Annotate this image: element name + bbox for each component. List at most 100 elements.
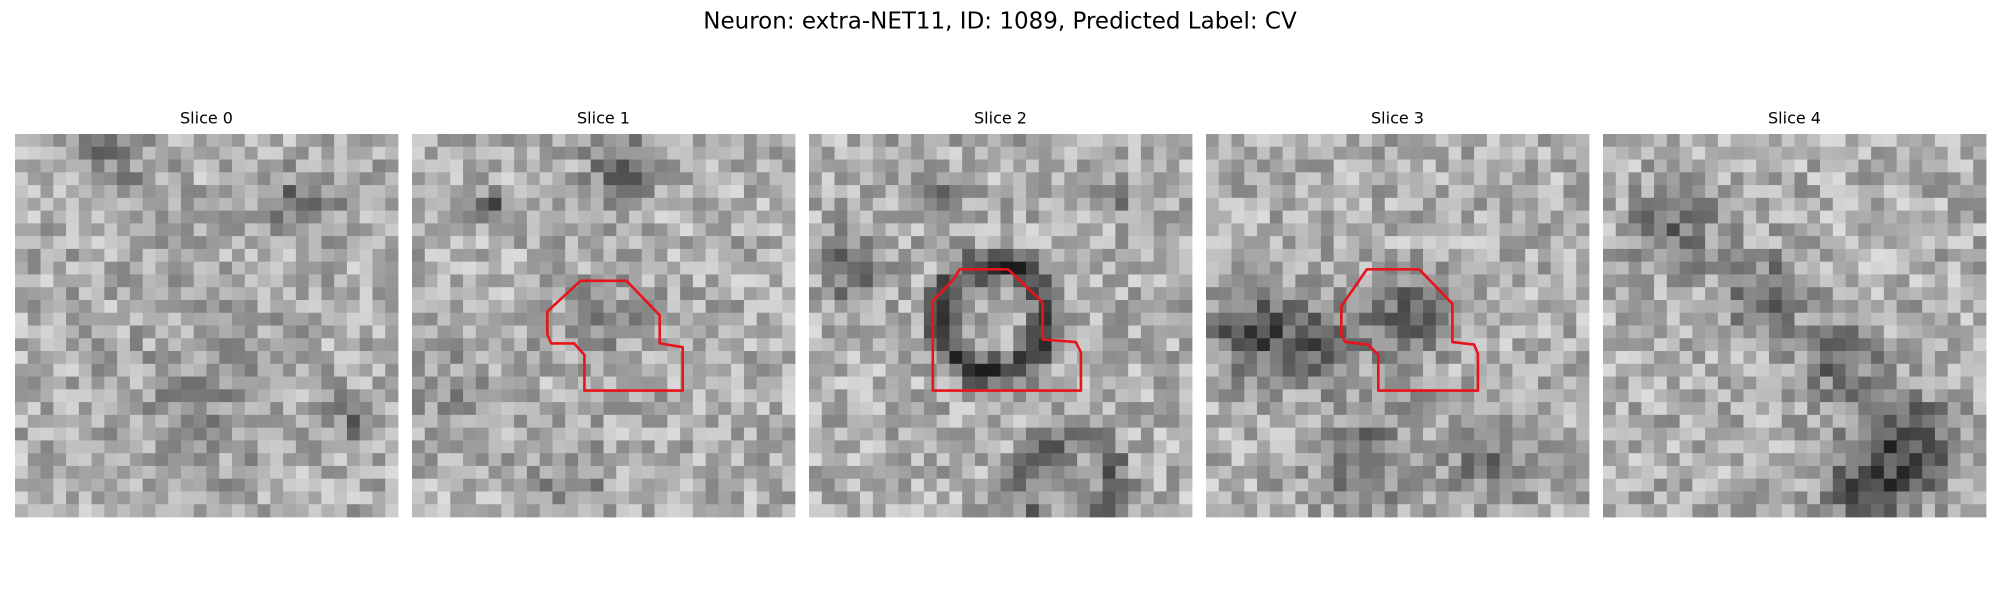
pixel bbox=[552, 440, 566, 454]
pixel bbox=[962, 376, 976, 390]
pixel bbox=[577, 478, 592, 492]
pixel bbox=[1832, 338, 1846, 352]
pixel bbox=[219, 351, 233, 365]
pixel bbox=[412, 389, 426, 403]
pixel bbox=[1231, 427, 1245, 441]
pixel bbox=[1269, 427, 1283, 441]
pixel bbox=[1000, 185, 1014, 199]
pixel bbox=[1576, 491, 1590, 505]
pixel bbox=[1679, 134, 1693, 148]
pixel bbox=[1628, 402, 1642, 416]
pixel bbox=[974, 287, 989, 301]
pixel bbox=[1576, 440, 1590, 454]
pixel bbox=[821, 402, 835, 416]
pixel bbox=[1947, 146, 1961, 160]
pixel bbox=[1089, 312, 1104, 326]
pixel bbox=[603, 236, 617, 250]
pixel bbox=[1474, 325, 1488, 339]
pixel bbox=[1461, 236, 1475, 250]
pixel bbox=[1115, 248, 1129, 263]
pixel bbox=[1423, 351, 1437, 365]
pixel bbox=[334, 351, 348, 365]
pixel bbox=[206, 185, 220, 199]
pixel bbox=[66, 325, 80, 339]
pixel bbox=[1179, 414, 1193, 429]
pixel bbox=[1206, 325, 1220, 339]
pixel bbox=[885, 453, 899, 467]
pixel bbox=[1743, 389, 1757, 403]
pixel bbox=[847, 478, 861, 492]
pixel bbox=[743, 274, 758, 288]
pixel bbox=[1743, 414, 1757, 429]
pixel bbox=[911, 287, 925, 301]
pixel bbox=[385, 172, 399, 186]
pixel bbox=[1000, 427, 1014, 441]
pixel bbox=[552, 197, 566, 211]
pixel bbox=[15, 159, 29, 173]
pixel bbox=[40, 146, 54, 160]
pixel bbox=[962, 287, 976, 301]
pixel bbox=[731, 440, 745, 454]
pixel bbox=[450, 236, 464, 250]
pixel bbox=[1871, 402, 1885, 416]
pixel bbox=[1346, 299, 1360, 314]
pixel bbox=[1102, 185, 1116, 199]
pixel bbox=[155, 146, 169, 160]
pixel bbox=[1282, 210, 1296, 224]
pixel bbox=[514, 440, 528, 454]
pixel bbox=[257, 376, 271, 390]
pixel bbox=[565, 402, 579, 416]
pixel bbox=[66, 261, 80, 275]
pixel bbox=[987, 440, 1001, 454]
pixel bbox=[1794, 376, 1808, 390]
pixel bbox=[1934, 223, 1949, 237]
pixel bbox=[1563, 274, 1577, 288]
pixel bbox=[1537, 376, 1552, 390]
pixel bbox=[1692, 402, 1706, 416]
pixel bbox=[539, 197, 553, 211]
pixel bbox=[756, 427, 770, 441]
pixel bbox=[424, 351, 438, 365]
panel-title: Slice 1 bbox=[577, 109, 630, 128]
pixel bbox=[1423, 210, 1437, 224]
pixel bbox=[1576, 197, 1590, 211]
pixel bbox=[1333, 274, 1347, 288]
pixel bbox=[117, 504, 131, 518]
pixel bbox=[1858, 159, 1872, 173]
pixel bbox=[692, 223, 707, 237]
pixel bbox=[1013, 427, 1027, 441]
pixel bbox=[1038, 325, 1052, 339]
pixel bbox=[860, 274, 874, 288]
pixel bbox=[1576, 134, 1590, 148]
pixel bbox=[1206, 427, 1220, 441]
pixel bbox=[1781, 453, 1795, 467]
pixel bbox=[616, 453, 630, 467]
pixel bbox=[1448, 312, 1462, 326]
pixel bbox=[1909, 504, 1923, 518]
pixel bbox=[552, 236, 566, 250]
pixel bbox=[193, 504, 207, 518]
pixel bbox=[1244, 414, 1258, 429]
pixel bbox=[270, 338, 284, 352]
pixel bbox=[232, 261, 246, 275]
pixel bbox=[66, 248, 80, 263]
pixel bbox=[155, 338, 169, 352]
pixel bbox=[193, 351, 207, 365]
pixel bbox=[1756, 402, 1770, 416]
pixel bbox=[1807, 414, 1821, 429]
pixel bbox=[514, 402, 528, 416]
pixel bbox=[974, 172, 989, 186]
pixel bbox=[1166, 389, 1180, 403]
pixel bbox=[1550, 363, 1564, 377]
pixel bbox=[1743, 453, 1757, 467]
pixel bbox=[1077, 236, 1091, 250]
pixel bbox=[1730, 325, 1744, 339]
pixel bbox=[565, 172, 579, 186]
pixel bbox=[962, 159, 976, 173]
pixel bbox=[1244, 376, 1258, 390]
pixel bbox=[206, 402, 220, 416]
pixel bbox=[847, 491, 861, 505]
pixel bbox=[1947, 134, 1961, 148]
pixel bbox=[1679, 491, 1693, 505]
pixel bbox=[359, 414, 373, 429]
